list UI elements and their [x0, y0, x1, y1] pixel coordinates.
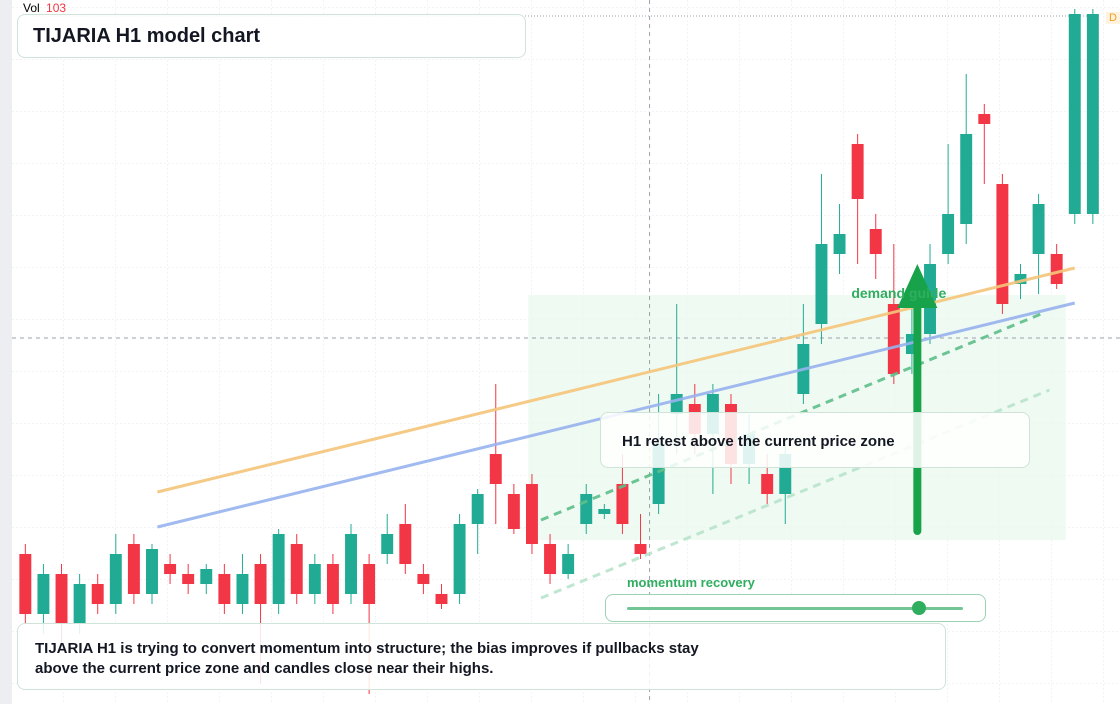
candle-body — [218, 574, 231, 604]
corner-tag: D — [1106, 12, 1120, 24]
candle-body — [887, 304, 900, 374]
candle-body — [471, 494, 484, 524]
candle-body — [525, 484, 538, 544]
candle-body — [254, 564, 267, 604]
candle-body — [290, 544, 303, 594]
candle-body — [308, 564, 321, 594]
arrow-head — [897, 264, 938, 308]
candle-body — [960, 134, 973, 224]
candle-body — [236, 574, 249, 604]
candle-body — [109, 554, 122, 604]
candle-body — [815, 244, 828, 324]
candle-body — [942, 214, 955, 254]
candle-body — [272, 534, 285, 604]
candle-body — [598, 509, 611, 514]
candle-body — [833, 234, 846, 254]
candle-body — [544, 544, 557, 574]
candle-body — [164, 564, 177, 574]
candle-body — [345, 534, 357, 594]
candle-body — [146, 549, 158, 594]
volume-value: 103 — [46, 1, 67, 15]
candle-body — [652, 444, 665, 504]
candle-body — [1014, 274, 1027, 284]
candle-body — [182, 574, 195, 584]
momentum-label: momentum recovery — [627, 575, 755, 590]
candle-body — [562, 554, 575, 574]
candle-body — [851, 144, 864, 199]
candle-body — [1086, 14, 1099, 214]
candle-body — [453, 524, 466, 594]
candle-body — [399, 524, 412, 564]
volume-label: Vol — [23, 1, 40, 15]
candle-body — [55, 574, 68, 624]
candle-body — [507, 494, 520, 529]
candle-body — [127, 544, 140, 594]
note-text: TIJARIA H1 is trying to convert momentum… — [35, 640, 699, 677]
candle-body — [326, 564, 339, 604]
candle-body — [779, 454, 792, 494]
candle-body — [363, 564, 376, 604]
candle-body — [580, 494, 593, 524]
candle-body — [417, 574, 430, 584]
candle-body — [19, 554, 32, 614]
candle-body — [73, 584, 86, 624]
momentum-knob — [912, 601, 927, 615]
candle-body — [761, 474, 774, 494]
candle-body — [1050, 254, 1063, 284]
candle-body — [91, 584, 104, 604]
zone-label: demand guide — [851, 285, 947, 301]
note: TIJARIA H1 is trying to convert momentum… — [17, 623, 946, 690]
candle-body — [978, 114, 991, 124]
candle-body — [869, 229, 882, 254]
candle-body — [435, 594, 448, 604]
left-rail — [0, 0, 12, 704]
candle-body — [670, 394, 683, 414]
momentum-box — [605, 594, 986, 622]
callout: H1 retest above the current price zone — [600, 412, 1030, 468]
trendline — [540, 388, 1051, 600]
candle-body — [37, 574, 50, 614]
candle-body — [489, 454, 502, 484]
candle-body — [1068, 14, 1081, 214]
candle-body — [200, 569, 213, 584]
candle-body — [616, 484, 629, 524]
candle-body — [634, 544, 647, 554]
candle-body — [996, 184, 1009, 304]
momentum-track — [627, 607, 963, 610]
chart-title: TIJARIA H1 model chart — [17, 14, 526, 58]
candle-body — [381, 534, 394, 554]
volume-legend: Vol 103 — [23, 1, 66, 15]
candle-body — [1032, 204, 1045, 254]
